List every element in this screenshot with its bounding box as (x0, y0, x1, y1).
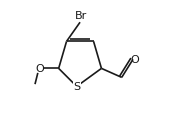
Text: S: S (73, 82, 80, 92)
Text: Br: Br (75, 11, 87, 21)
Text: O: O (131, 55, 140, 65)
Text: O: O (36, 64, 44, 74)
